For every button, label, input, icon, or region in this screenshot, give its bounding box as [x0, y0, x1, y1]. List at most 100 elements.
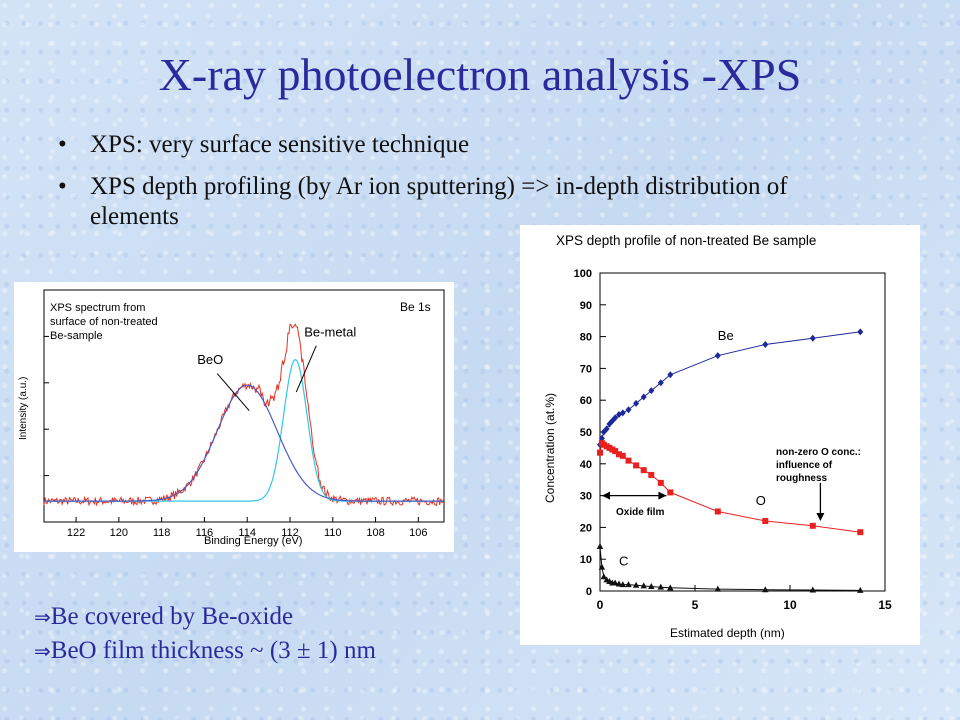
bullet-item: XPS depth profiling (by Ar ion sputterin…: [58, 172, 838, 232]
data-point-be: [648, 387, 655, 395]
data-point-be: [857, 328, 864, 336]
implies-arrow-icon: ⇒: [34, 639, 51, 663]
spectrum-panel-bg: [14, 282, 454, 552]
y-tick-label: 50: [580, 427, 592, 439]
depth-panel-bg: [520, 225, 920, 645]
data-point-c: [667, 584, 674, 591]
conclusion-text: Be covered by Be-oxide: [50, 603, 294, 630]
data-point-c: [657, 583, 664, 590]
conclusion-item: ⇒BeO film thickness ~ (3 ± 1) nm: [34, 634, 376, 668]
data-point-o: [667, 489, 674, 496]
data-point-o: [597, 449, 603, 456]
y-tick-label: 80: [580, 332, 592, 344]
bullet-item: XPS: very surface sensitive technique: [58, 130, 838, 160]
series-label-be: Be: [718, 328, 734, 343]
oxide-film-arrowhead-right: [658, 491, 667, 500]
spectrum-xlabel: Binding Energy (eV): [204, 535, 302, 547]
y-tick-label: 10: [580, 554, 592, 566]
data-point-c: [615, 580, 623, 587]
y-tick-label: 30: [580, 491, 592, 503]
slide-title: X-ray photoelectron analysis -XPS: [158, 49, 802, 100]
data-point-be: [612, 414, 619, 422]
x-tick-label: 120: [110, 527, 128, 539]
conclusion-text: BeO film thickness ~ (3 ± 1) nm: [50, 637, 376, 664]
x-tick-label: 15: [878, 598, 892, 612]
x-tick-label: 122: [67, 527, 85, 539]
data-point-c: [809, 586, 816, 593]
beo-fit-line: [44, 384, 444, 502]
roughness-note-arrowhead: [816, 513, 825, 522]
data-point-o: [625, 457, 632, 464]
data-point-c: [598, 563, 606, 570]
data-point-c: [596, 542, 604, 549]
data-point-be: [714, 352, 721, 360]
implies-arrow-icon: ⇒: [34, 605, 51, 629]
x-tick-label: 108: [366, 527, 384, 539]
data-point-be: [762, 341, 769, 349]
beo-label-arrow: [216, 373, 250, 411]
x-tick-label: 106: [409, 527, 427, 539]
spectrum-annotation-line: Be-sample: [50, 330, 103, 342]
data-point-o: [648, 471, 655, 478]
oxide-film-arrowhead-left: [602, 491, 610, 500]
spectrum-corner-label: Be 1s: [400, 300, 431, 314]
x-tick-label: 116: [196, 527, 214, 539]
x-tick-label: 112: [281, 527, 299, 539]
beo-peak-label: BeO: [197, 352, 223, 367]
data-point-c: [619, 581, 626, 588]
series-label-c: C: [619, 554, 628, 569]
data-point-c: [648, 583, 655, 590]
data-point-be: [606, 420, 613, 428]
data-point-c: [640, 582, 647, 589]
conclusion-item: ⇒Be covered by Be-oxide: [34, 600, 376, 634]
data-point-o: [616, 451, 622, 458]
y-tick-label: 0: [586, 586, 592, 598]
roughness-note-line: roughness: [776, 473, 828, 484]
data-point-o: [640, 467, 647, 474]
xps-depth-profile-chart: XPS depth profile of non-treated Be samp…: [520, 225, 920, 645]
depth-ylabel: Concentration (at.%): [543, 393, 557, 503]
data-point-be: [633, 399, 640, 407]
x-tick-label: 110: [324, 527, 342, 539]
x-tick-label: 0: [597, 598, 604, 612]
y-tick-label: 100: [574, 268, 592, 280]
data-point-c: [612, 579, 619, 586]
data-point-o: [714, 508, 721, 515]
be-metal-peak-label: Be-metal: [304, 324, 356, 339]
data-point-o: [762, 518, 769, 525]
depth-xlabel: Estimated depth (nm): [670, 626, 785, 640]
bullet-list: XPS: very surface sensitive technique XP…: [58, 130, 838, 244]
roughness-note-line: influence of: [776, 460, 833, 471]
data-point-c: [762, 586, 769, 593]
spectrum-plot-frame: [43, 289, 445, 523]
data-point-c: [600, 573, 607, 580]
xps-spectrum-chart: 122 120 118 116 114 112 110 108 106 XPS spectrum…: [14, 282, 454, 552]
data-point-be: [625, 406, 632, 414]
data-point-be: [657, 379, 664, 387]
series-label-o: O: [756, 493, 766, 508]
y-tick-label: 40: [580, 459, 592, 471]
data-point-c: [632, 581, 640, 588]
data-point-be: [809, 334, 816, 342]
be-metal-label-arrow: [295, 345, 317, 393]
x-tick-label: 118: [153, 527, 171, 539]
data-point-o: [857, 529, 864, 536]
data-point-c: [714, 585, 721, 592]
data-point-c: [625, 581, 632, 588]
data-point-o: [619, 452, 626, 459]
oxide-film-label: Oxide film: [616, 507, 664, 518]
y-tick-label: 60: [580, 395, 592, 407]
data-point-be: [640, 393, 647, 401]
data-point-be: [619, 409, 626, 417]
spectrum-ylabel: Intensity (a.u.): [18, 377, 29, 440]
data-point-o: [657, 479, 664, 486]
data-point-be: [603, 425, 610, 433]
data-point-o: [809, 522, 816, 529]
y-tick-label: 20: [580, 522, 592, 534]
depth-chart-title: XPS depth profile of non-treated Be samp…: [556, 233, 816, 248]
x-tick-label: 114: [238, 527, 256, 539]
conclusion-list: ⇒Be covered by Be-oxide ⇒BeO film thickn…: [34, 600, 376, 668]
spectrum-annotation-line: surface of non-treated: [50, 316, 158, 328]
data-point-c: [857, 586, 864, 593]
x-tick-label: 5: [692, 598, 699, 612]
